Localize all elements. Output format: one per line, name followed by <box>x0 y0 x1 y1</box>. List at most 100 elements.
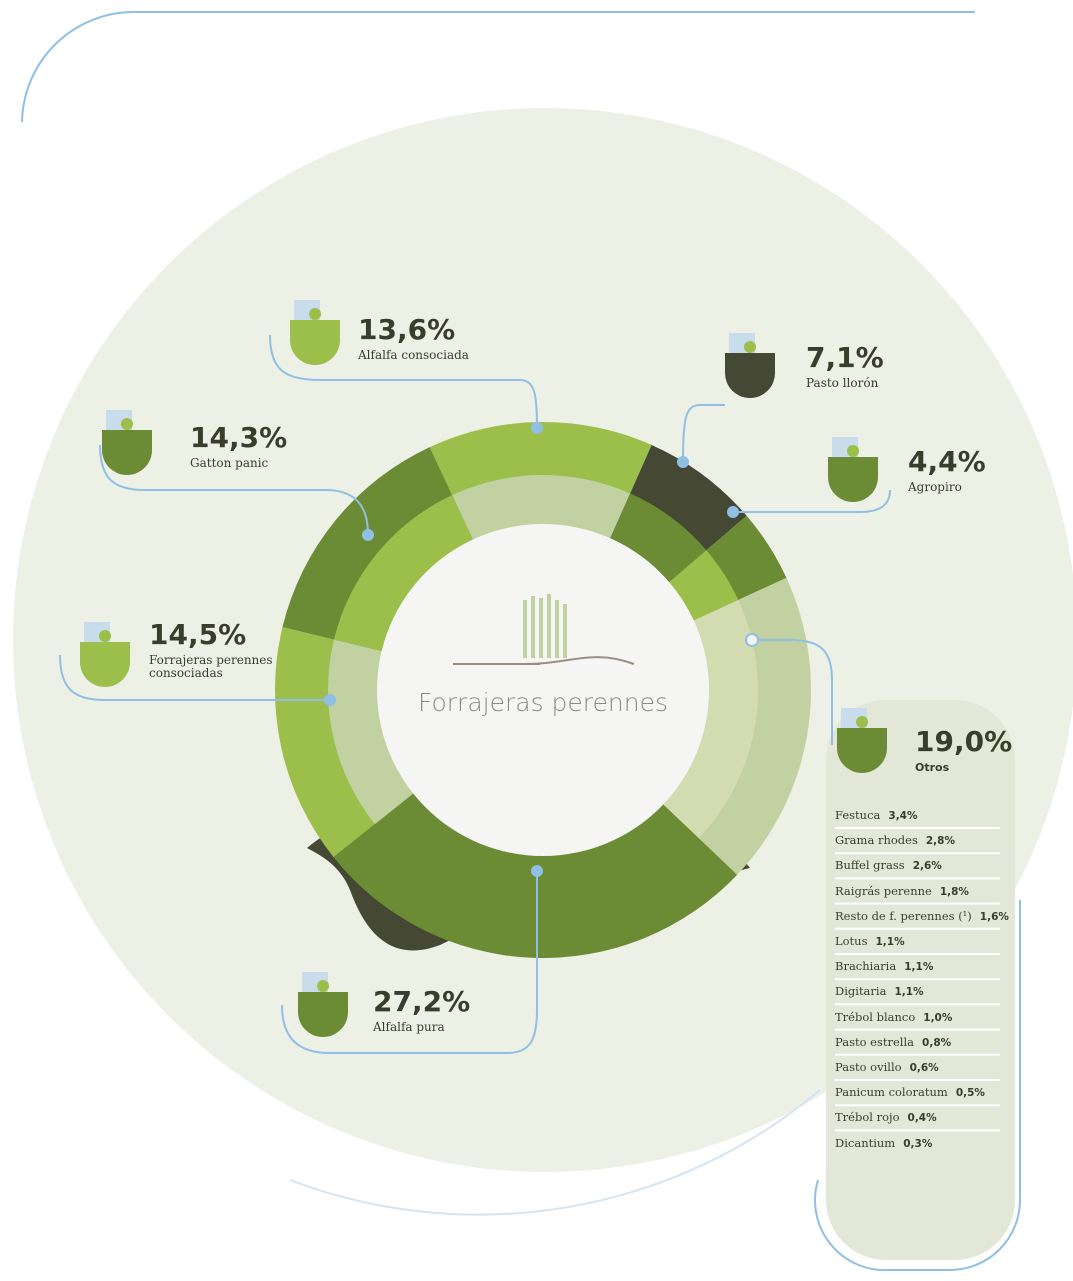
breakdown-name: Brachiaria <box>835 959 897 974</box>
breakdown-row: Pasto estrella 0,8% <box>835 1035 951 1049</box>
breakdown-value: 2,6% <box>912 860 942 873</box>
category-label: Forrajeras perennes consociadas <box>149 653 273 680</box>
breakdown-value: 1,8% <box>939 885 969 898</box>
connector <box>99 444 369 536</box>
breakdown-value: 1,0% <box>923 1011 953 1024</box>
icon-head <box>99 630 111 642</box>
icon-body <box>298 992 348 1037</box>
panel-border <box>814 900 1021 1272</box>
inner-band <box>452 475 631 540</box>
breakdown-row: Lotus 1,1% <box>835 934 905 948</box>
icon-body <box>837 728 887 773</box>
breakdown-value: 3,4% <box>888 810 918 822</box>
center-title: Forrajeras perennes <box>417 688 668 717</box>
icon <box>290 300 340 365</box>
breakdown-row: Digitaria 1,1% <box>835 984 924 998</box>
breakdown-row: Trébol rojo 0,4% <box>835 1110 937 1124</box>
category-label: Alfalfa pura <box>373 1020 445 1034</box>
breakdown-name: Digitaria <box>835 984 887 999</box>
breakdown-row: Resto de f. perennes (¹) 1,6% <box>835 909 1009 923</box>
breakdown-name: Buffel grass <box>835 858 905 873</box>
value-label: 27,2% <box>373 985 471 1018</box>
breakdown-name: Grama rhodes <box>835 833 918 848</box>
inner-band <box>374 793 699 906</box>
breakdown-name: Festuca <box>835 808 881 822</box>
value-label: 14,5% <box>149 618 247 651</box>
value-label: 14,3% <box>190 421 288 454</box>
breakdown-row: Raigrás perenne 1,8% <box>835 884 969 898</box>
icon <box>828 437 878 502</box>
breakdown-name: Trébol rojo <box>835 1110 900 1125</box>
breakdown-name: Raigrás perenne <box>835 883 932 898</box>
breakdown-value: 0,6% <box>909 1062 939 1074</box>
breakdown-value: 1,1% <box>875 936 905 948</box>
breakdown-value: 0,5% <box>955 1087 985 1100</box>
donut-segment <box>282 447 473 652</box>
icon-head <box>309 308 321 320</box>
icon <box>102 410 152 475</box>
center-disc <box>377 524 709 856</box>
breakdown-value: 0,4% <box>907 1112 937 1125</box>
breakdown-value: 1,1% <box>894 986 924 999</box>
center-icon <box>523 594 567 658</box>
inner-band <box>610 493 707 583</box>
breakdown-name: Pasto estrella <box>835 1034 915 1049</box>
inner-band <box>669 550 739 621</box>
category-label: Otros <box>915 761 950 774</box>
category-label: Gatton panic <box>190 456 269 470</box>
icon-head <box>744 341 756 353</box>
connector <box>269 334 538 429</box>
breakdown-name: Resto de f. perennes (¹) <box>835 908 972 923</box>
decor-arc <box>21 10 975 123</box>
center-line <box>453 656 635 666</box>
icon-head <box>317 980 329 992</box>
value-label: 13,6% <box>358 313 456 346</box>
breakdown-value: 1,6% <box>979 910 1009 923</box>
breakdown-value: 1,1% <box>904 961 934 974</box>
breakdown-name: Pasto ovillo <box>835 1060 902 1074</box>
breakdown-name: Trébol blanco <box>835 1009 916 1024</box>
category-label: Agropiro <box>908 480 962 494</box>
value-label: 19,0% <box>915 725 1013 758</box>
connector <box>733 489 891 513</box>
anchor-dot <box>677 456 689 468</box>
anchor-dot <box>727 506 739 518</box>
breakdown-row: Dicantium 0,3% <box>835 1136 932 1150</box>
breakdown-value: 0,8% <box>922 1036 952 1049</box>
breakdown-name: Lotus <box>835 934 868 948</box>
breakdown-row: Buffel grass 2,6% <box>835 858 942 872</box>
breakdown-row: Brachiaria 1,1% <box>835 959 933 973</box>
overlay <box>59 300 1000 1132</box>
breakdown-row: Grama rhodes 2,8% <box>835 833 955 847</box>
connector <box>752 639 833 745</box>
breakdown-name: Dicantium <box>835 1135 896 1150</box>
breakdown-row: Panicum coloratum 0,5% <box>835 1085 985 1099</box>
icon <box>725 333 775 398</box>
breakdown-name: Panicum coloratum <box>835 1085 948 1100</box>
anchor-dot <box>531 422 543 434</box>
category-label: Alfalfa consociada <box>358 348 469 362</box>
breakdown-row: Festuca 3,4% <box>835 808 918 822</box>
icon <box>80 622 130 687</box>
connector <box>281 871 538 1054</box>
decor-arc <box>289 1089 821 1216</box>
ring <box>274 422 811 958</box>
icon <box>298 972 348 1037</box>
inner-band <box>327 639 414 825</box>
icon-body <box>102 430 152 475</box>
value-label: 7,1% <box>806 341 884 374</box>
icon-body <box>290 320 340 365</box>
breakdown-row: Trébol blanco 1,0% <box>835 1010 952 1024</box>
icon-body <box>725 353 775 398</box>
breakdown-value: 2,8% <box>925 835 955 848</box>
icon-head <box>856 716 868 728</box>
inner-band <box>663 600 758 839</box>
anchor-dot <box>324 694 336 706</box>
icon <box>837 708 887 773</box>
anchor-dot <box>531 865 543 877</box>
connector <box>682 404 725 463</box>
value-label: 4,4% <box>908 445 986 478</box>
breakdown-value: 0,3% <box>903 1137 933 1150</box>
